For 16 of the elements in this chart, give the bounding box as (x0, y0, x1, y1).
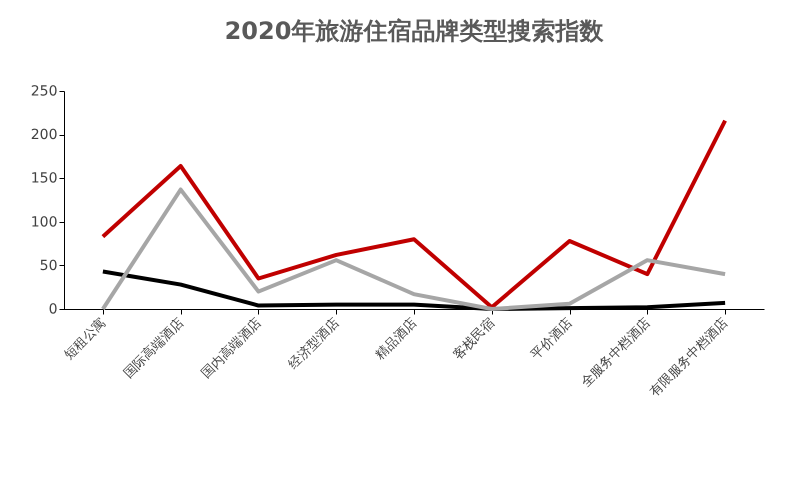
x-tick-label: 国内高端酒店 (198, 314, 265, 382)
x-tick-label: 经济型酒店 (285, 314, 342, 372)
x-tick-label: 短租公寓 (60, 314, 110, 363)
line-series (100, 118, 728, 310)
y-tick-label: 200 (30, 127, 58, 144)
x-tick-label: 平价酒店 (528, 314, 576, 363)
x-tick-label: 精品酒店 (372, 314, 420, 363)
line-series (100, 188, 728, 311)
y-tick-label: 50 (40, 258, 58, 274)
x-tick-label: 客栈民宿 (450, 314, 498, 363)
y-tick-label: 250 (30, 84, 58, 100)
chart-title: 2020年旅游住宿品牌类型搜索指数 (224, 17, 604, 45)
x-tick-label: 国际高端酒店 (120, 314, 187, 382)
y-tick-label: 150 (30, 170, 58, 187)
y-tick-label: 0 (48, 302, 58, 318)
y-tick-label: 100 (30, 214, 58, 230)
